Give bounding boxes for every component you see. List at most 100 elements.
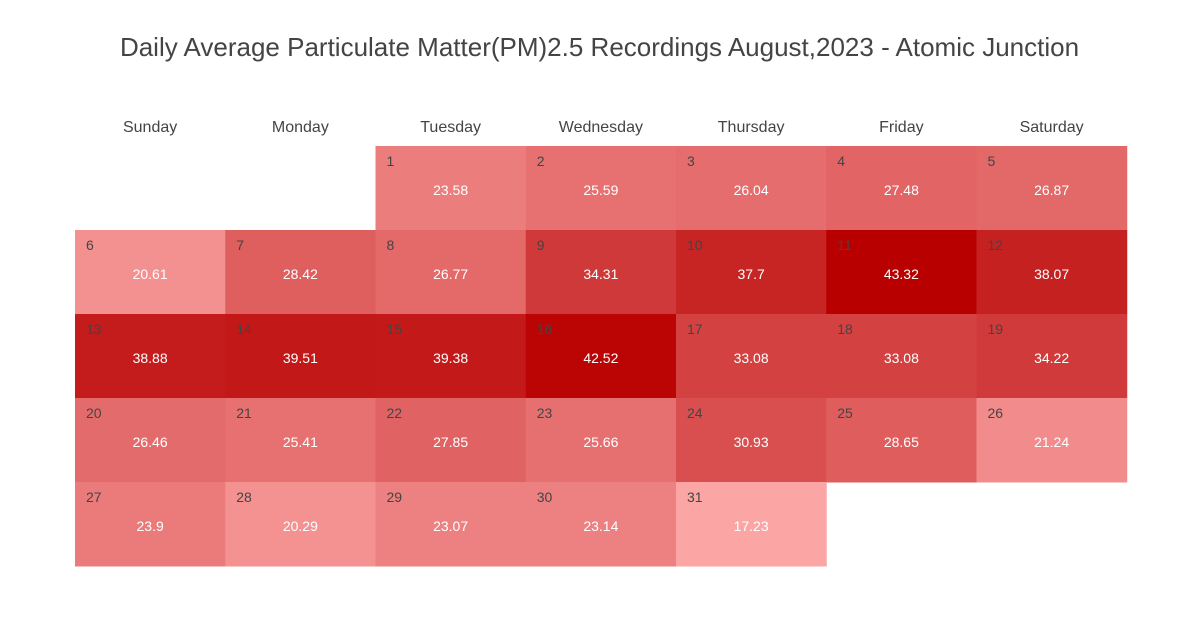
day-number: 28 [236, 489, 252, 505]
day-value-label: 26.77 [433, 266, 468, 282]
day-cell-rect [826, 314, 977, 399]
day-number: 31 [687, 489, 703, 505]
day-value-label: 23.07 [433, 518, 468, 534]
day-cell-rect [75, 398, 226, 483]
day-number: 12 [988, 237, 1004, 253]
day-number: 11 [837, 237, 852, 253]
chart-title: Daily Average Particulate Matter(PM)2.5 … [119, 32, 1080, 62]
day-value-label: 28.42 [283, 266, 318, 282]
day-cell-8: 826.77 [375, 230, 527, 315]
day-cell-rect [225, 314, 376, 399]
day-number: 18 [837, 321, 853, 337]
day-cell-27: 27 23.9 [75, 482, 226, 567]
day-cell-20: 20 26.46 [75, 398, 226, 483]
weekday-label-thursday: Thursday [718, 119, 785, 136]
day-cell-28: 28 20.29 [225, 482, 376, 567]
day-value-label: 21.24 [1034, 434, 1069, 450]
day-cell-rect [75, 314, 226, 399]
day-number: 30 [537, 489, 553, 505]
day-cell-6: 620.61 [75, 230, 226, 315]
day-number: 21 [236, 405, 252, 421]
day-cell-rect [676, 230, 827, 315]
day-cell-21: 21 25.41 [225, 398, 376, 483]
day-cell-rect [676, 398, 827, 483]
day-cell-30: 30 23.14 [525, 482, 677, 567]
day-number: 23 [537, 405, 553, 421]
day-value-label: 38.88 [133, 350, 168, 366]
day-value-label: 28.65 [884, 434, 919, 450]
day-cell-rect [525, 482, 677, 567]
day-cell-rect [676, 146, 827, 231]
day-cell-11: 11 43.32 [826, 230, 977, 315]
day-cell-3: 326.04 [676, 146, 827, 231]
weekday-label-sunday: Sunday [123, 119, 177, 136]
day-number: 10 [687, 237, 703, 253]
day-cell-10: 10 37.7 [676, 230, 827, 315]
day-cell-rect [525, 146, 677, 231]
day-value-label: 33.08 [734, 350, 769, 366]
day-value-label: 23.14 [583, 518, 618, 534]
day-number: 8 [387, 237, 395, 253]
day-value-label: 39.51 [283, 350, 318, 366]
day-cell-rect [375, 314, 527, 399]
day-cell-17: 17 33.08 [676, 314, 827, 399]
day-value-label: 20.29 [283, 518, 318, 534]
day-cell-25: 25 28.65 [826, 398, 977, 483]
day-value-label: 27.48 [884, 182, 919, 198]
day-cell-31: 31 17.23 [676, 482, 827, 567]
day-cell-16: 16 42.52 [525, 314, 677, 399]
day-number: 13 [86, 321, 102, 337]
day-number: 5 [988, 153, 996, 169]
day-value-label: 17.23 [734, 518, 769, 534]
day-number: 24 [687, 405, 703, 421]
day-cell-rect [976, 146, 1128, 231]
day-cell-rect [976, 314, 1128, 399]
day-cell-rect [375, 230, 527, 315]
weekday-label-tuesday: Tuesday [420, 119, 481, 136]
day-number: 3 [687, 153, 695, 169]
day-value-label: 25.66 [583, 434, 618, 450]
day-cell-5: 526.87 [976, 146, 1128, 231]
day-cell-rect [225, 230, 376, 315]
day-value-label: 30.93 [734, 434, 769, 450]
day-number: 27 [86, 489, 102, 505]
day-value-label: 39.38 [433, 350, 468, 366]
day-cell-rect [525, 398, 677, 483]
day-cell-rect [525, 314, 677, 399]
day-number: 9 [537, 237, 545, 253]
day-value-label: 33.08 [884, 350, 919, 366]
day-number: 14 [236, 321, 252, 337]
day-number: 29 [387, 489, 403, 505]
day-number: 4 [837, 153, 845, 169]
day-cell-9: 934.31 [525, 230, 677, 315]
day-value-label: 25.59 [583, 182, 618, 198]
day-cell-rect [75, 230, 226, 315]
day-cell-rect [225, 482, 376, 567]
day-cell-26: 26 21.24 [976, 398, 1128, 483]
weekday-label-wednesday: Wednesday [559, 119, 643, 136]
day-number: 17 [687, 321, 703, 337]
day-value-label: 25.41 [283, 434, 318, 450]
day-value-label: 20.61 [133, 266, 168, 282]
day-cell-12: 12 38.07 [976, 230, 1128, 315]
day-cell-4: 427.48 [826, 146, 977, 231]
day-number: 15 [387, 321, 403, 337]
day-number: 22 [387, 405, 403, 421]
day-cell-7: 728.42 [225, 230, 376, 315]
day-cell-rect [676, 314, 827, 399]
day-value-label: 27.85 [433, 434, 468, 450]
day-cell-rect [826, 146, 977, 231]
day-cell-rect [976, 398, 1128, 483]
day-value-label: 43.32 [884, 266, 919, 282]
day-value-label: 37.7 [738, 266, 765, 282]
day-number: 25 [837, 405, 853, 421]
day-cell-rect [375, 398, 527, 483]
day-value-label: 34.31 [583, 266, 618, 282]
day-cell-24: 24 30.93 [676, 398, 827, 483]
day-cell-rect [826, 398, 977, 483]
day-cell-29: 29 23.07 [375, 482, 527, 567]
day-cell-rect [976, 230, 1128, 315]
day-value-label: 34.22 [1034, 350, 1069, 366]
day-value-label: 23.9 [137, 518, 164, 534]
